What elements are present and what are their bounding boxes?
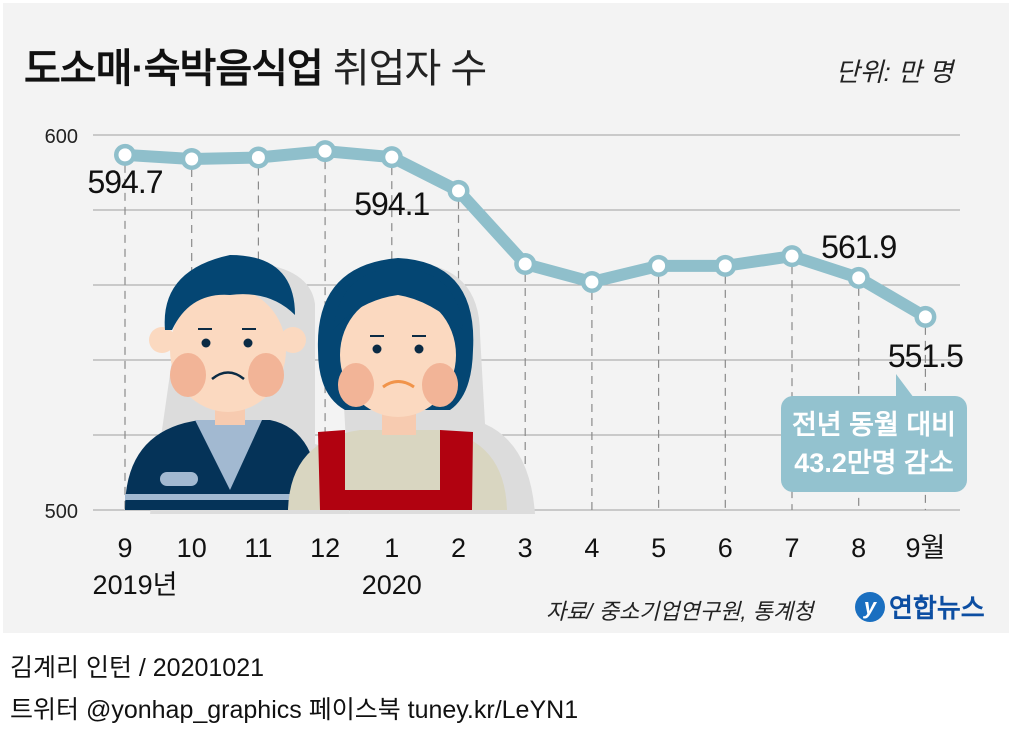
- svg-text:561.9: 561.9: [821, 229, 896, 265]
- svg-text:594.1: 594.1: [354, 186, 429, 222]
- svg-text:8: 8: [851, 533, 866, 563]
- svg-text:7: 7: [784, 533, 799, 563]
- svg-text:11: 11: [244, 533, 272, 563]
- source-text: 자료/ 중소기업연구원, 통계청: [546, 599, 814, 624]
- svg-text:2: 2: [451, 533, 466, 563]
- yonhap-logo-icon: y: [855, 591, 885, 622]
- svg-text:2019년: 2019년: [93, 570, 178, 600]
- yonhap-logo: y 연합뉴스: [855, 588, 985, 625]
- title-bold: 도소매·숙박음식업: [24, 47, 324, 91]
- svg-text:1: 1: [384, 533, 399, 563]
- svg-text:10: 10: [177, 533, 207, 563]
- svg-text:12: 12: [310, 533, 340, 563]
- yonhap-logo-text: 연합뉴스: [889, 593, 985, 623]
- worker-illustration: [125, 255, 535, 514]
- social-line: 트위터 @yonhap_graphics 페이스북 tuney.kr/LeYN1: [10, 696, 579, 724]
- svg-text:600: 600: [45, 126, 78, 148]
- svg-text:2020: 2020: [362, 570, 422, 600]
- svg-text:4: 4: [584, 533, 599, 563]
- callout-line1: 전년 동월 대비: [791, 410, 957, 440]
- annotation-callout: 전년 동월 대비 43.2만명 감소: [781, 374, 967, 492]
- svg-text:5: 5: [651, 533, 666, 563]
- callout-line2: 43.2만명 감소: [794, 448, 954, 478]
- page-title: 도소매·숙박음식업 취업자 수: [24, 36, 487, 94]
- svg-text:9: 9: [117, 533, 132, 563]
- data-line: [114, 140, 937, 328]
- unit-label: 단위: 만 명: [835, 57, 953, 87]
- svg-text:9월: 9월: [905, 533, 945, 563]
- svg-text:551.5: 551.5: [888, 338, 963, 374]
- svg-text:3: 3: [518, 533, 533, 563]
- svg-text:500: 500: [45, 501, 78, 523]
- credit-line: 김계리 인턴 / 20201021: [10, 654, 265, 682]
- title-light: 취업자 수: [332, 47, 487, 91]
- svg-text:6: 6: [718, 533, 733, 563]
- svg-text:594.7: 594.7: [87, 164, 162, 200]
